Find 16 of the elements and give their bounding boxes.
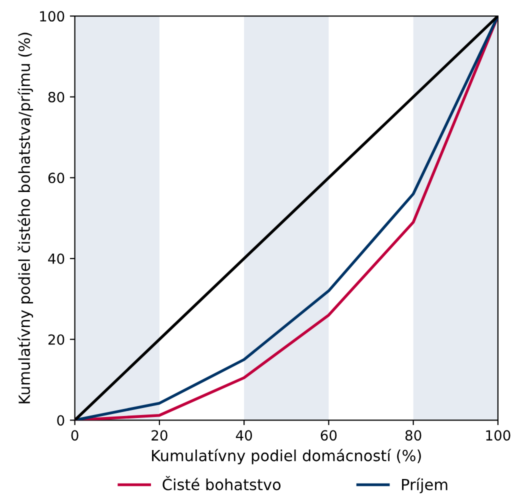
y-tick-label: 60 bbox=[48, 172, 64, 184]
x-tick-label: 40 bbox=[236, 430, 252, 441]
y-tick-label: 100 bbox=[40, 11, 64, 22]
y-tick-label: 0 bbox=[57, 415, 64, 426]
legend-label: Čisté bohatstvo bbox=[162, 476, 281, 490]
y-axis-title: Kumulatívny podiel čistého bohatstva/príjmu (%) bbox=[18, 32, 34, 404]
x-tick-label: 100 bbox=[486, 430, 510, 441]
y-tick-label: 40 bbox=[48, 254, 64, 264]
x-tick-label: 80 bbox=[405, 430, 422, 441]
y-tick-label: 80 bbox=[48, 92, 64, 102]
x-tick-label: 0 bbox=[71, 430, 78, 441]
x-tick-label: 60 bbox=[320, 430, 337, 441]
legend-label: Príjem bbox=[402, 478, 448, 494]
x-axis-title: Kumulatívny podiel domácností (%) bbox=[152, 448, 421, 464]
y-tick-label: 20 bbox=[48, 334, 64, 345]
x-tick-label: 20 bbox=[152, 430, 168, 441]
